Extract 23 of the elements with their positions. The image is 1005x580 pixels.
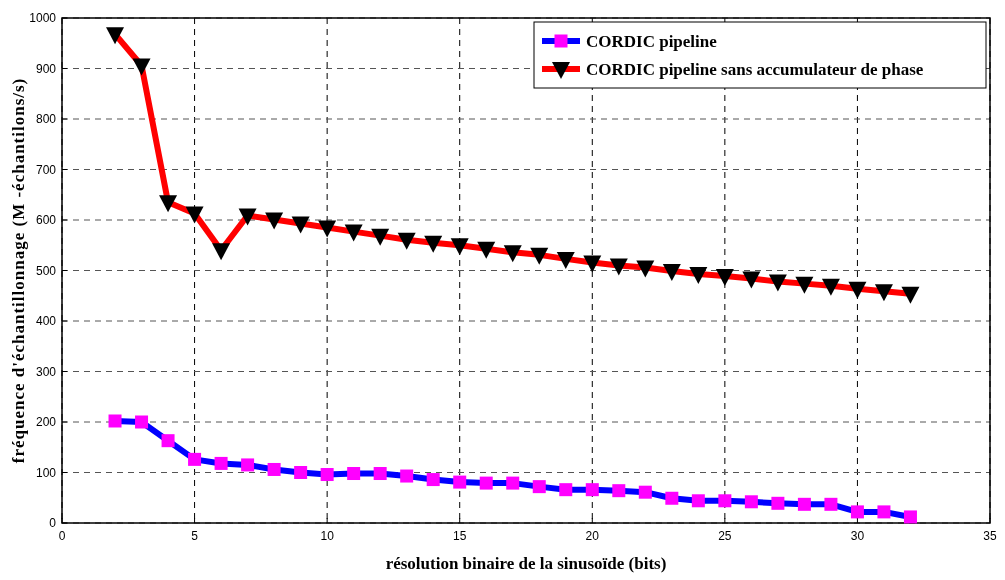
x-axis-title: résolution binaire de la sinusoïde (bits) xyxy=(385,554,667,573)
y-tick-label: 300 xyxy=(35,364,57,379)
y-tick-label: 500 xyxy=(35,263,57,278)
x-tick-label: 35 xyxy=(983,529,997,543)
y-tick-label: 700 xyxy=(35,162,57,177)
x-tick-label: 15 xyxy=(453,529,467,543)
y-tick-label: 400 xyxy=(35,314,57,328)
y-tick-label: 200 xyxy=(35,415,57,429)
y-tick-label: 1000 xyxy=(29,11,57,25)
x-tick-label: 0 xyxy=(58,529,66,543)
x-tick-label: 10 xyxy=(320,529,335,543)
y-tick-label: 600 xyxy=(35,213,57,227)
y-tick-label: 0 xyxy=(49,516,57,530)
x-tick-label: 5 xyxy=(191,529,199,543)
x-tick-label: 20 xyxy=(585,529,600,543)
y-tick-label: 100 xyxy=(35,465,57,480)
legend-label: CORDIC pipeline xyxy=(586,32,718,51)
x-tick-label: 30 xyxy=(850,529,865,543)
y-axis-title: fréquence d'échantillonnage (M -échantilons/s) xyxy=(9,77,28,464)
y-tick-label: 800 xyxy=(35,112,57,126)
legend-label: CORDIC pipeline sans accumulateur de phase xyxy=(586,60,924,79)
x-tick-label: 25 xyxy=(718,529,732,543)
y-tick-label: 900 xyxy=(35,61,57,76)
